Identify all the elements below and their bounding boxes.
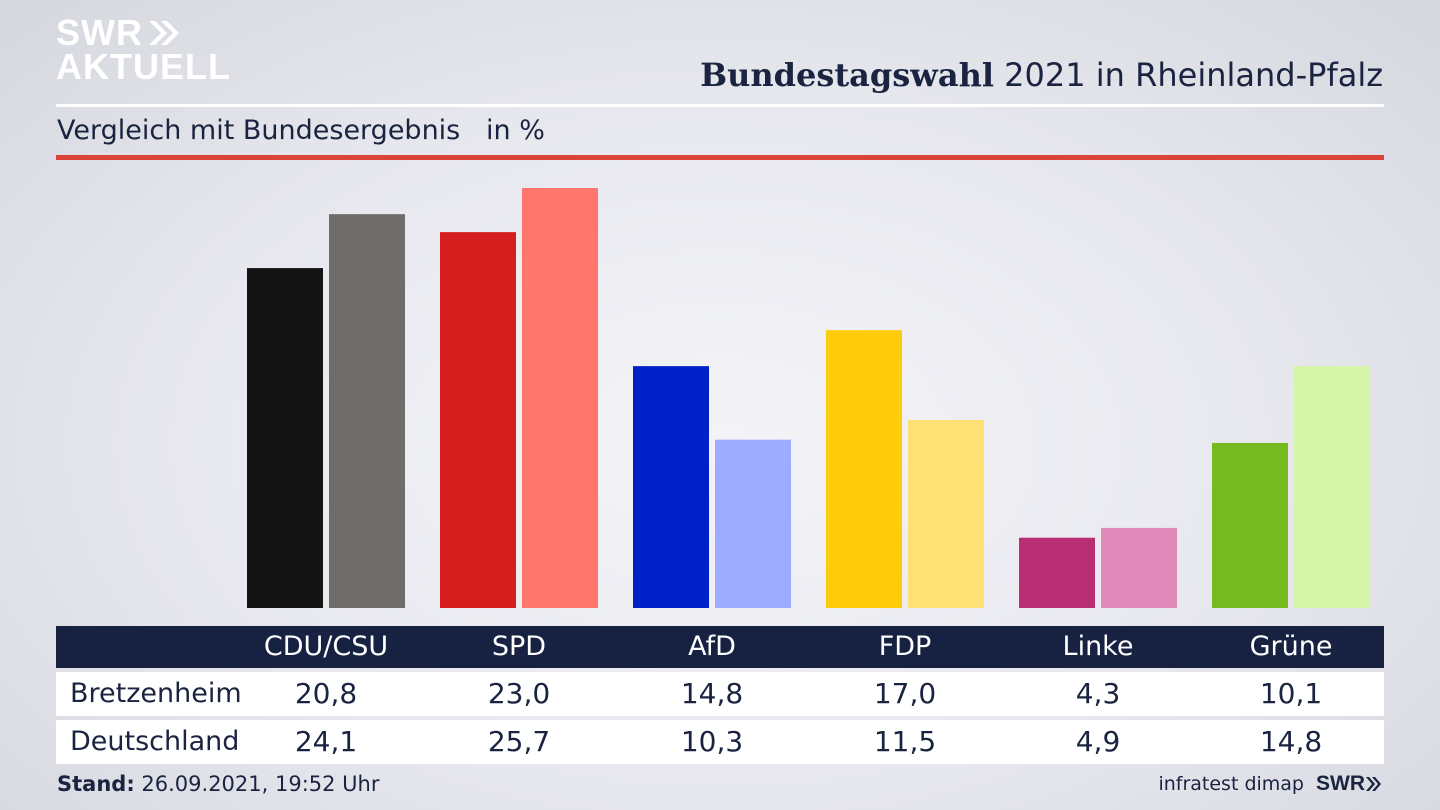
- title-rest: 2021 in Rheinland-Pfalz: [994, 56, 1383, 94]
- column-header: Linke: [1062, 631, 1134, 662]
- bar-afd-1: [715, 439, 791, 608]
- bar-gr-ne-0: [1212, 442, 1288, 608]
- table-cell: 14,8: [680, 677, 744, 710]
- table-cell: 17,0: [873, 677, 937, 710]
- results-table: CDU/CSU SPD AfD FDP Linke Grüne Bretzenheim 2…: [56, 626, 1384, 764]
- double-chevron-icon: [149, 21, 179, 45]
- chart-subtitle: Vergleich mit Bundesergebnis in %: [57, 115, 545, 146]
- table-cell: 10,1: [1259, 677, 1323, 710]
- source-credit: infratest dimap SWR: [1158, 772, 1383, 796]
- table-cell: 4,3: [1075, 677, 1121, 710]
- table-cell: 11,5: [873, 725, 937, 758]
- column-header: AfD: [688, 631, 736, 662]
- accent-divider: [56, 155, 1384, 160]
- bar-spd-1: [522, 188, 598, 608]
- table-cell: 14,8: [1259, 725, 1323, 758]
- table-row: Bretzenheim 20,8 23,0 14,8 17,0 4,3 10,1: [56, 672, 1384, 716]
- table-cell: 23,0: [487, 677, 551, 710]
- bar-fdp-0: [826, 330, 902, 608]
- bar-cdu-csu-0: [247, 268, 323, 608]
- bar-cdu-csu-1: [329, 214, 405, 608]
- footer-brand: SWR: [1316, 772, 1365, 795]
- column-header: FDP: [878, 631, 932, 662]
- logo-line2: AKTUELL: [56, 46, 231, 87]
- bar-fdp-1: [908, 420, 984, 608]
- source-text: infratest dimap: [1158, 773, 1304, 795]
- table-cell: 10,3: [680, 725, 744, 758]
- table-cell: 24,1: [294, 725, 358, 758]
- swr-footer-logo: SWR: [1316, 772, 1383, 796]
- stand-value: 26.09.2021, 19:52 Uhr: [134, 772, 380, 796]
- table-row: Deutschland 24,1 25,7 10,3 11,5 4,9 14,8: [56, 720, 1384, 764]
- timestamp: Stand: 26.09.2021, 19:52 Uhr: [57, 772, 380, 796]
- swr-aktuell-logo: SWR AKTUELL: [56, 12, 231, 87]
- stand-label: Stand:: [57, 772, 135, 796]
- page-title: Bundestagswahl 2021 in Rheinland-Pfalz: [700, 56, 1383, 94]
- title-bold: Bundestagswahl: [700, 56, 994, 94]
- title-divider: [56, 104, 1384, 107]
- column-header: CDU/CSU: [263, 631, 389, 662]
- table-cell: 25,7: [487, 725, 551, 758]
- row-label: Deutschland: [70, 726, 240, 757]
- row-label: Bretzenheim: [70, 678, 242, 709]
- table-header: CDU/CSU SPD AfD FDP Linke Grüne: [56, 626, 1384, 668]
- column-header: Grüne: [1249, 631, 1333, 662]
- bar-linke-0: [1019, 537, 1095, 608]
- bar-linke-1: [1101, 527, 1177, 608]
- bar-spd-0: [440, 232, 516, 608]
- double-chevron-icon: [1366, 777, 1381, 791]
- column-header: SPD: [491, 631, 547, 662]
- bar-chart: [247, 188, 1370, 608]
- bar-gr-ne-1: [1294, 366, 1370, 608]
- table-cell: 4,9: [1075, 725, 1121, 758]
- table-cell: 20,8: [294, 677, 358, 710]
- logo-line1: SWR: [56, 12, 143, 53]
- bar-afd-0: [633, 366, 709, 608]
